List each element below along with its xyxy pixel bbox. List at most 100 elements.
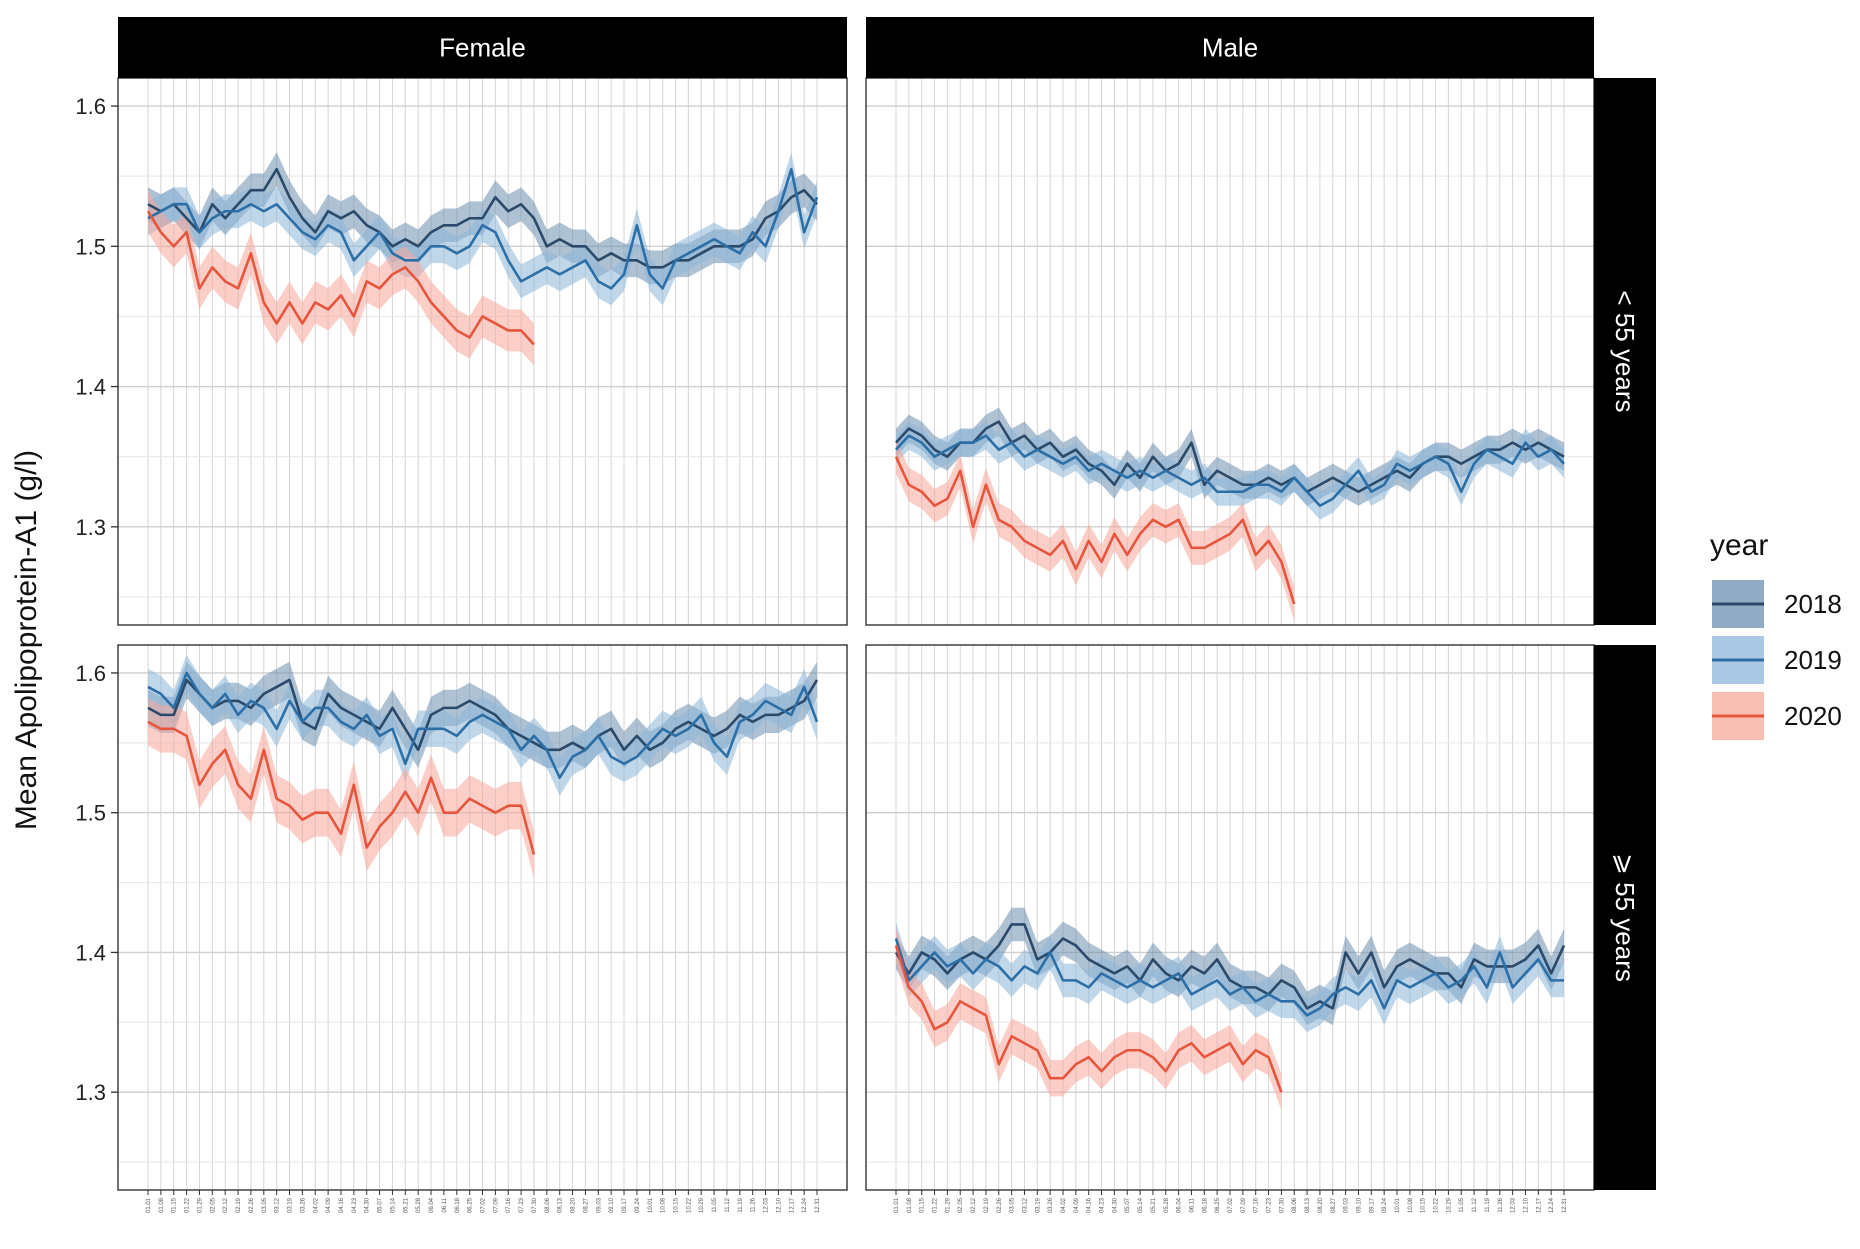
x-tick-label: 04.23 xyxy=(352,1197,358,1213)
panel-male-row-2 xyxy=(865,644,1595,1191)
x-tick-label: 04.23 xyxy=(1100,1197,1106,1213)
x-tick-label: 12.17 xyxy=(1536,1197,1542,1213)
x-tick-label: 12.03 xyxy=(1511,1197,1517,1213)
line-2018 xyxy=(894,923,1566,1010)
x-tick-label: 06.11 xyxy=(442,1197,448,1212)
x-tick-label: 04.16 xyxy=(1087,1197,1093,1213)
x-tick-label: 06.11 xyxy=(1189,1197,1195,1212)
x-tick-label: 05.07 xyxy=(378,1197,384,1213)
x-tick-label: 07.30 xyxy=(532,1197,538,1213)
facet-label-row-1: < 55 years xyxy=(1610,290,1640,412)
x-tick-label: 12.03 xyxy=(764,1197,770,1213)
x-tick-label: 12.24 xyxy=(1549,1197,1555,1213)
x-tick-label: 12.31 xyxy=(1562,1197,1568,1213)
x-tick-label: 09.03 xyxy=(1344,1197,1350,1213)
x-tick-label: 09.24 xyxy=(635,1197,641,1213)
y-tick-label: 1.6 xyxy=(75,661,106,686)
x-tick-label: 10.22 xyxy=(1434,1197,1440,1213)
x-tick-label: 04.30 xyxy=(365,1197,371,1213)
x-tick-label: 10.01 xyxy=(1395,1197,1401,1213)
x-tick-label: 03.05 xyxy=(262,1197,268,1213)
x-tick-label: 03.12 xyxy=(1022,1197,1028,1213)
x-tick-label: 11.19 xyxy=(738,1197,744,1212)
ribbon-2018 xyxy=(896,407,1564,506)
x-tick-label: 04.09 xyxy=(1074,1197,1080,1213)
ribbon-2019 xyxy=(148,654,817,796)
x-tick-label: 08.27 xyxy=(1331,1197,1337,1213)
x-tick-label: 05.28 xyxy=(416,1197,422,1213)
y-tick-label: 1.4 xyxy=(75,940,106,965)
facet-strip-female xyxy=(118,17,847,78)
x-tick-label: 01.29 xyxy=(197,1197,203,1213)
x-tick-label: 04.30 xyxy=(1112,1197,1118,1213)
facet-strips: Female Male < 55 years ⩾ 55 years xyxy=(118,17,1656,1190)
x-tick-label: 02.12 xyxy=(971,1197,977,1213)
x-tick-label: 04.02 xyxy=(313,1197,319,1213)
x-tick-label: 02.05 xyxy=(210,1197,216,1213)
x-tick-label: 07.09 xyxy=(1241,1197,1247,1213)
x-tick-label: 02.05 xyxy=(958,1197,964,1213)
line-2018 xyxy=(147,678,819,752)
facet-strip-row-2 xyxy=(1594,645,1656,1190)
panel-female-row-1 xyxy=(117,77,848,626)
x-tick-label: 12.10 xyxy=(776,1197,782,1213)
x-tick-label: 01.01 xyxy=(146,1197,152,1213)
x-tick-label: 05.14 xyxy=(390,1197,396,1213)
x-tick-label: 01.29 xyxy=(945,1197,951,1213)
x-tick-label: 05.07 xyxy=(1125,1197,1131,1213)
x-tick-label: 11.26 xyxy=(1498,1197,1504,1212)
x-tick-label: 05.28 xyxy=(1164,1197,1170,1213)
x-tick-label: 07.23 xyxy=(519,1197,525,1213)
x-tick-label: 01.08 xyxy=(907,1197,913,1213)
line-2019 xyxy=(147,167,819,290)
x-tick-label: 10.22 xyxy=(686,1197,692,1213)
x-tick-label: 09.03 xyxy=(596,1197,602,1213)
x-tick-label: 10.29 xyxy=(699,1197,705,1213)
x-tick-label: 10.15 xyxy=(673,1197,679,1213)
x-tick-label: 11.05 xyxy=(1459,1197,1465,1212)
x-tick-label: 10.29 xyxy=(1446,1197,1452,1213)
x-tick-label: 07.02 xyxy=(1228,1197,1234,1213)
ribbon-2018 xyxy=(896,907,1564,1026)
legend-item-2019: 2019 xyxy=(1712,636,1842,684)
x-tick-label: 09.24 xyxy=(1382,1197,1388,1213)
x-tick-label: 03.12 xyxy=(275,1197,281,1213)
x-tick-label: 10.01 xyxy=(648,1197,654,1213)
y-tick-label: 1.3 xyxy=(75,515,106,540)
x-tick-label: 11.26 xyxy=(751,1197,757,1212)
x-tick-label: 12.24 xyxy=(802,1197,808,1213)
x-tick-label: 07.16 xyxy=(506,1197,512,1213)
facet-label-female: Female xyxy=(439,33,526,63)
x-tick-label: 05.21 xyxy=(403,1197,409,1213)
legend-label: 2019 xyxy=(1784,645,1842,675)
facet-label-male: Male xyxy=(1202,33,1258,63)
panel-series xyxy=(146,152,819,366)
x-tick-label: 09.17 xyxy=(622,1197,628,1213)
x-tick-label: 01.22 xyxy=(933,1197,939,1213)
x-tick-label: 11.12 xyxy=(1472,1197,1478,1212)
panel-female-row-2 xyxy=(117,644,848,1191)
x-tick-label: 08.20 xyxy=(571,1197,577,1213)
x-tick-label: 11.12 xyxy=(725,1197,731,1212)
ribbon-2019 xyxy=(896,421,1564,520)
x-tick-label: 03.26 xyxy=(300,1197,306,1213)
panel-series xyxy=(894,407,1565,621)
x-tick-label: 04.16 xyxy=(339,1197,345,1213)
x-tick-label: 03.19 xyxy=(1035,1197,1041,1213)
ribbon-2020 xyxy=(896,439,1295,621)
line-2020 xyxy=(894,456,1296,605)
line-2020 xyxy=(894,945,1283,1093)
x-tick-label: 08.06 xyxy=(1292,1197,1298,1213)
line-2019 xyxy=(895,434,1565,508)
x-tick-label: 02.12 xyxy=(223,1197,229,1213)
x-tick-label: 11.05 xyxy=(712,1197,718,1212)
x-tick-label: 11.19 xyxy=(1485,1197,1491,1212)
x-tick-label: 02.26 xyxy=(997,1197,1003,1213)
x-tick-label: 04.02 xyxy=(1061,1197,1067,1213)
x-tick-label: 03.26 xyxy=(1048,1197,1054,1213)
x-tick-label: 12.17 xyxy=(789,1197,795,1213)
x-tick-label: 10.15 xyxy=(1421,1197,1427,1213)
x-tick-label: 06.18 xyxy=(455,1197,461,1213)
panel-series xyxy=(147,654,819,879)
